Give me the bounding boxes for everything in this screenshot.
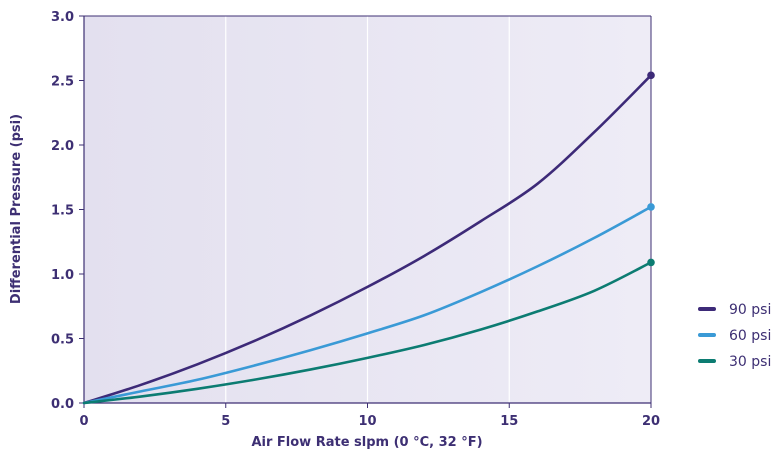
series-layer bbox=[82, 71, 655, 405]
legend-label: 30 psi bbox=[729, 354, 771, 370]
series-line-60-psi bbox=[82, 205, 653, 405]
y-tick-label: 1.5 bbox=[51, 204, 74, 219]
legend: 90 psi 60 psi 30 psi bbox=[698, 302, 771, 370]
legend-label: 60 psi bbox=[729, 328, 771, 344]
y-tick-label: 2.0 bbox=[51, 139, 74, 154]
legend-label: 90 psi bbox=[729, 302, 771, 318]
series-end-point bbox=[647, 258, 655, 267]
x-tick-label: 10 bbox=[358, 414, 376, 429]
y-tick-label: 3.0 bbox=[51, 10, 74, 25]
x-tick-label: 0 bbox=[79, 414, 88, 429]
series-end-point bbox=[647, 71, 655, 80]
series-line-30-psi bbox=[82, 261, 653, 405]
y-ticks: 0.0 0.5 1.0 1.5 2.0 2.5 3.0 bbox=[51, 10, 84, 412]
grid bbox=[225, 16, 510, 403]
x-ticks: 0 5 10 15 20 bbox=[79, 403, 660, 429]
y-tick-label: 0.5 bbox=[51, 333, 74, 348]
y-axis-title: Differential Pressure (psi) bbox=[9, 114, 24, 304]
series-end-point bbox=[647, 203, 655, 211]
series-line-90-psi bbox=[82, 74, 653, 405]
x-axis-title: Air Flow Rate slpm (0 °C, 32 °F) bbox=[251, 435, 482, 450]
x-tick-label: 5 bbox=[221, 414, 230, 429]
x-tick-label: 20 bbox=[642, 414, 660, 429]
x-tick-label: 15 bbox=[500, 414, 518, 429]
y-tick-label: 2.5 bbox=[51, 75, 74, 90]
y-tick-label: 1.0 bbox=[51, 268, 74, 283]
y-tick-label: 0.0 bbox=[51, 397, 74, 412]
